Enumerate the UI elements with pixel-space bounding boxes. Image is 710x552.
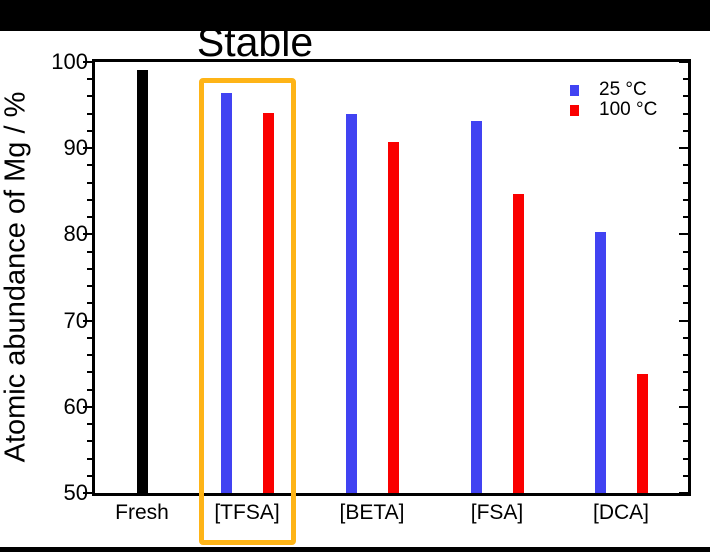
y-minor-tick-left bbox=[87, 354, 92, 357]
y-major-tick-left bbox=[83, 147, 92, 150]
legend-label-25c: 25 °C bbox=[599, 79, 647, 100]
y-tick-label: 60 bbox=[63, 393, 88, 419]
y-minor-tick-right bbox=[683, 129, 688, 132]
y-minor-tick-left bbox=[87, 95, 92, 98]
y-minor-tick-right bbox=[683, 267, 688, 270]
bottom-black-bar bbox=[0, 547, 710, 552]
x-category-label: [BETA] bbox=[339, 501, 405, 524]
y-minor-tick-left bbox=[87, 423, 92, 426]
x-category-label: Fresh bbox=[115, 501, 169, 524]
y-minor-tick-left bbox=[87, 216, 92, 219]
y-minor-tick-left bbox=[87, 164, 92, 167]
y-major-tick-right bbox=[679, 61, 688, 63]
y-major-tick-right bbox=[679, 405, 688, 408]
y-tick-label: 80 bbox=[63, 221, 88, 247]
y-minor-tick-right bbox=[683, 388, 688, 391]
y-minor-tick-right bbox=[683, 216, 688, 219]
y-minor-tick-left bbox=[87, 474, 92, 477]
bar-dca-100-c bbox=[636, 374, 648, 493]
y-major-tick-right bbox=[679, 233, 688, 236]
top-black-bar bbox=[0, 0, 710, 31]
y-minor-tick-right bbox=[683, 250, 688, 253]
bar-tfsa-100-c bbox=[262, 112, 274, 493]
y-minor-tick-left bbox=[87, 457, 92, 460]
y-minor-tick-right bbox=[683, 198, 688, 201]
y-minor-tick-right bbox=[683, 164, 688, 167]
y-minor-tick-left bbox=[87, 181, 92, 184]
y-minor-tick-right bbox=[683, 95, 688, 98]
y-minor-tick-left bbox=[87, 267, 92, 270]
x-category-label: [DCA] bbox=[592, 501, 649, 524]
legend: 25 °C 100 °C bbox=[570, 80, 657, 120]
bar-fsa-100-c bbox=[512, 193, 524, 493]
y-minor-tick-right bbox=[683, 181, 688, 184]
plot-frame bbox=[92, 59, 691, 496]
y-minor-tick-right bbox=[683, 354, 688, 357]
bar-dca-25-c bbox=[594, 231, 606, 493]
y-major-tick-right bbox=[679, 492, 688, 494]
y-minor-tick-left bbox=[87, 302, 92, 305]
y-tick-label: 50 bbox=[63, 480, 88, 505]
y-major-tick-left bbox=[83, 319, 92, 322]
y-minor-tick-left bbox=[87, 198, 92, 201]
legend-swatch-blue-icon bbox=[570, 84, 579, 96]
legend-row-25c: 25 °C bbox=[570, 80, 657, 100]
y-minor-tick-left bbox=[87, 112, 92, 115]
y-minor-tick-right bbox=[683, 112, 688, 115]
y-minor-tick-right bbox=[683, 336, 688, 339]
bar-beta-25-c bbox=[345, 113, 357, 493]
bar-fsa-25-c bbox=[470, 120, 482, 493]
y-minor-tick-left bbox=[87, 129, 92, 132]
y-minor-tick-left bbox=[87, 440, 92, 443]
y-minor-tick-right bbox=[683, 285, 688, 288]
y-minor-tick-left bbox=[87, 285, 92, 288]
y-minor-tick-left bbox=[87, 78, 92, 81]
y-minor-tick-left bbox=[87, 371, 92, 374]
y-tick-label: 70 bbox=[63, 307, 88, 333]
bar-beta-100-c bbox=[387, 142, 399, 493]
y-tick-label: 90 bbox=[63, 135, 88, 161]
legend-row-100c: 100 °C bbox=[570, 100, 657, 120]
y-minor-tick-left bbox=[87, 250, 92, 253]
y-minor-tick-right bbox=[683, 440, 688, 443]
y-minor-tick-right bbox=[683, 78, 688, 81]
x-category-label: [TFSA] bbox=[214, 501, 280, 524]
x-category-label: [FSA] bbox=[470, 501, 524, 524]
legend-swatch-red-icon bbox=[570, 104, 579, 116]
y-minor-tick-right bbox=[683, 457, 688, 460]
y-major-tick-left bbox=[83, 492, 92, 494]
y-minor-tick-right bbox=[683, 423, 688, 426]
y-axis-title: Atomic abundance of Mg / % bbox=[0, 91, 32, 463]
y-major-tick-right bbox=[679, 147, 688, 150]
y-major-tick-left bbox=[83, 233, 92, 236]
y-minor-tick-right bbox=[683, 371, 688, 374]
y-major-tick-left bbox=[83, 61, 92, 63]
y-tick-label: 100 bbox=[51, 49, 88, 74]
y-major-tick-left bbox=[83, 405, 92, 408]
legend-label-100c: 100 °C bbox=[599, 99, 658, 120]
y-minor-tick-left bbox=[87, 388, 92, 391]
y-minor-tick-right bbox=[683, 474, 688, 477]
tfsa-highlight-box bbox=[199, 78, 296, 545]
y-major-tick-right bbox=[679, 319, 688, 322]
y-minor-tick-left bbox=[87, 336, 92, 339]
bar-tfsa-25-c bbox=[220, 93, 232, 493]
y-minor-tick-right bbox=[683, 302, 688, 305]
bar-fresh-fresh bbox=[136, 69, 148, 493]
